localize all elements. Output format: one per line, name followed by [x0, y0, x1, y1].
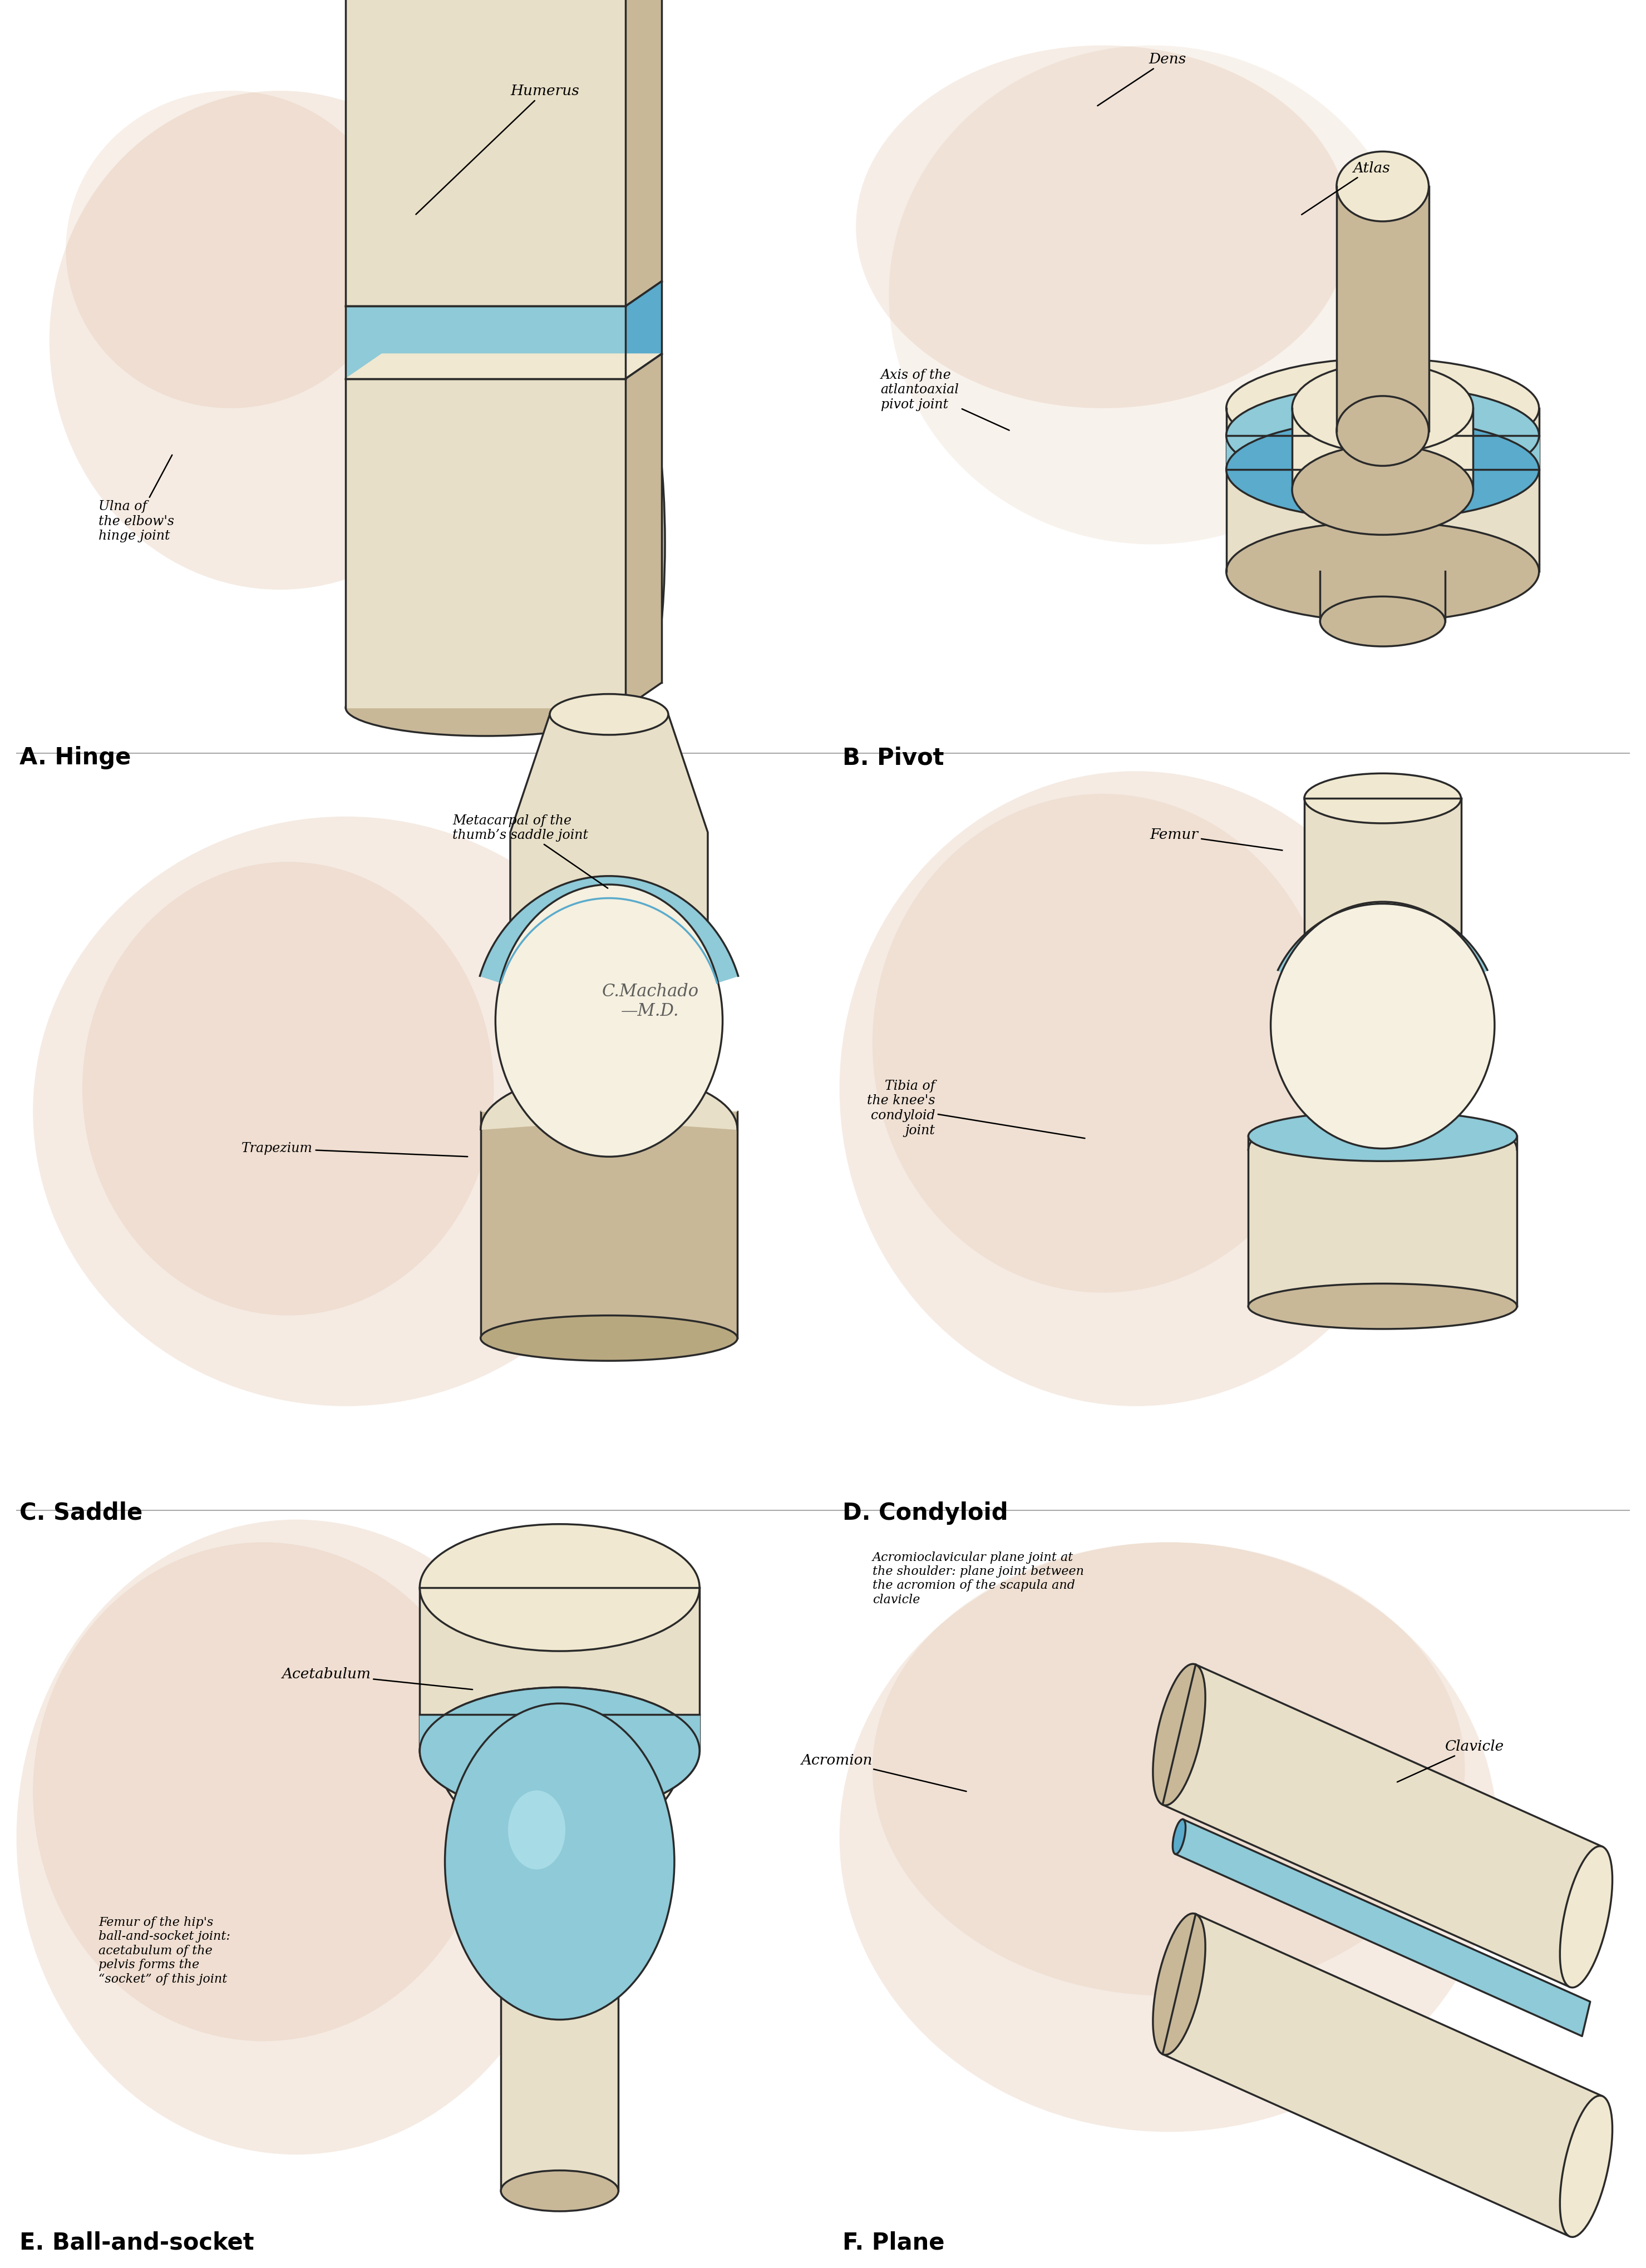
Ellipse shape [444, 1703, 675, 2019]
Ellipse shape [856, 45, 1350, 408]
Ellipse shape [495, 885, 723, 1157]
Text: Clavicle: Clavicle [1397, 1740, 1504, 1783]
Polygon shape [625, 354, 662, 708]
Polygon shape [1226, 408, 1539, 572]
Text: Acromioclavicular plane joint at
the shoulder: plane joint between
the acromion : Acromioclavicular plane joint at the sho… [872, 1551, 1083, 1606]
Polygon shape [1304, 798, 1462, 1025]
Polygon shape [420, 1715, 700, 1751]
Text: Acromion: Acromion [802, 1753, 966, 1792]
Ellipse shape [1152, 1914, 1205, 2055]
Ellipse shape [346, 680, 625, 735]
Polygon shape [481, 1111, 737, 1338]
Ellipse shape [1172, 1819, 1185, 1855]
Ellipse shape [1304, 773, 1462, 823]
Ellipse shape [509, 1789, 565, 1869]
Ellipse shape [872, 794, 1333, 1293]
Ellipse shape [1226, 420, 1539, 519]
Text: Trapezium: Trapezium [242, 1143, 467, 1157]
Text: E. Ball-and-socket: E. Ball-and-socket [20, 2232, 255, 2254]
Polygon shape [346, 306, 625, 379]
Ellipse shape [839, 1542, 1498, 2132]
Ellipse shape [1226, 358, 1539, 458]
Text: Dens: Dens [1098, 52, 1187, 107]
Polygon shape [481, 875, 737, 982]
Polygon shape [625, 281, 662, 379]
Ellipse shape [550, 694, 668, 735]
Ellipse shape [82, 862, 494, 1315]
Polygon shape [1337, 186, 1429, 431]
Text: A. Hinge: A. Hinge [20, 746, 132, 769]
Text: Ulna of
the elbow's
hinge joint: Ulna of the elbow's hinge joint [99, 456, 174, 542]
Text: Tibia of
the knee's
condyloid
joint: Tibia of the knee's condyloid joint [867, 1080, 1085, 1139]
Ellipse shape [500, 1955, 619, 1996]
Polygon shape [1277, 903, 1488, 980]
Ellipse shape [1248, 1111, 1518, 1161]
Ellipse shape [16, 1520, 576, 2155]
Ellipse shape [420, 1687, 700, 1814]
Text: C. Saddle: C. Saddle [20, 1501, 143, 1524]
Polygon shape [346, 379, 625, 708]
Ellipse shape [872, 1542, 1465, 1996]
Polygon shape [1162, 1665, 1603, 1987]
Text: F. Plane: F. Plane [843, 2232, 945, 2254]
Ellipse shape [625, 404, 665, 683]
Text: Femur of the hip's
ball-and-socket joint:
acetabulum of the
pelvis forms the
“so: Femur of the hip's ball-and-socket joint… [99, 1916, 230, 1984]
Ellipse shape [889, 45, 1416, 544]
Ellipse shape [1226, 386, 1539, 485]
Text: Axis of the
atlantoaxial
pivot joint: Axis of the atlantoaxial pivot joint [881, 370, 1009, 431]
Polygon shape [500, 1975, 619, 2191]
Text: Atlas: Atlas [1302, 161, 1391, 215]
Text: Femur: Femur [1151, 828, 1282, 850]
Text: Humerus: Humerus [416, 84, 579, 215]
Text: D. Condyloid: D. Condyloid [843, 1501, 1009, 1524]
Polygon shape [346, 354, 662, 379]
Ellipse shape [1271, 903, 1495, 1148]
Ellipse shape [49, 91, 510, 590]
Ellipse shape [66, 91, 395, 408]
Ellipse shape [420, 1524, 700, 1651]
Ellipse shape [1248, 1284, 1518, 1329]
Ellipse shape [839, 771, 1432, 1406]
Ellipse shape [1560, 1846, 1613, 1987]
Ellipse shape [500, 2170, 619, 2211]
Ellipse shape [481, 1315, 737, 1361]
Polygon shape [1292, 408, 1473, 490]
Polygon shape [420, 1588, 700, 1751]
Ellipse shape [1560, 2096, 1613, 2236]
Ellipse shape [1292, 363, 1473, 454]
Ellipse shape [1226, 522, 1539, 621]
Ellipse shape [1152, 1665, 1205, 1805]
Ellipse shape [1320, 596, 1445, 646]
Polygon shape [481, 1073, 737, 1129]
Polygon shape [1320, 572, 1445, 621]
Polygon shape [346, 0, 625, 306]
Polygon shape [1248, 1136, 1518, 1306]
Polygon shape [510, 714, 708, 1009]
Ellipse shape [33, 1542, 494, 2041]
Polygon shape [1162, 1914, 1603, 2236]
Text: C.Machado
—M.D.: C.Machado —M.D. [602, 982, 698, 1021]
Ellipse shape [420, 1687, 700, 1814]
Ellipse shape [1292, 445, 1473, 535]
Polygon shape [1226, 435, 1539, 469]
Ellipse shape [1337, 397, 1429, 465]
Polygon shape [436, 1751, 683, 1846]
Text: Metacarpal of the
thumb’s saddle joint: Metacarpal of the thumb’s saddle joint [453, 814, 607, 889]
Polygon shape [625, 0, 662, 306]
Polygon shape [1248, 1109, 1518, 1150]
Text: B. Pivot: B. Pivot [843, 746, 945, 769]
Ellipse shape [33, 816, 658, 1406]
Ellipse shape [1337, 152, 1429, 222]
Text: Acetabulum: Acetabulum [281, 1667, 472, 1690]
Polygon shape [1175, 1819, 1590, 2037]
